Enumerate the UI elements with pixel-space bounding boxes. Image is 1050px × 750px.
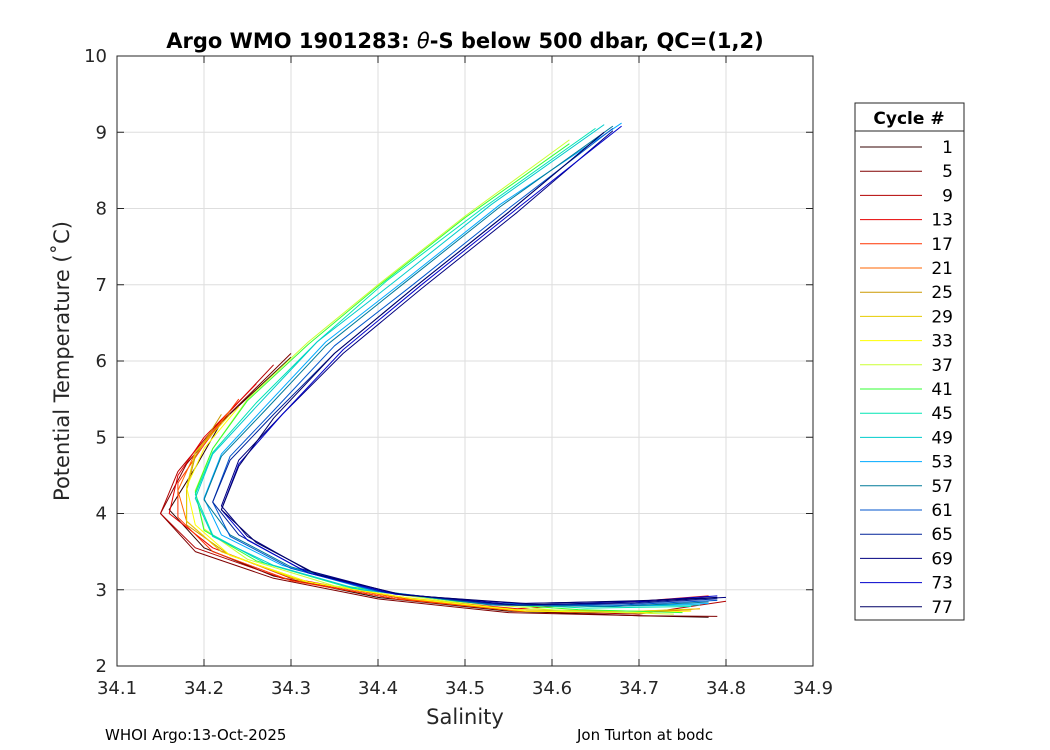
x-tick-label: 34.4	[358, 678, 398, 699]
axis-ticks: 34.1 34.2 34.3 34.4 34.5 34.6 34.7 34.8 34.9 2 3 4 5…	[84, 46, 833, 699]
legend-label: 53	[931, 453, 953, 473]
x-tick-label: 34.1	[97, 678, 137, 699]
series-line-cycle-77	[220, 131, 718, 604]
y-tick-label: 6	[96, 351, 107, 372]
legend-label: 57	[931, 477, 953, 497]
footer-credit: Jon Turton at bodc	[577, 726, 714, 744]
legend-label: 73	[931, 574, 953, 594]
legend-label: 61	[931, 501, 953, 521]
x-tick-label: 34.2	[184, 678, 224, 699]
legend-label: 17	[931, 235, 953, 255]
series-line-cycle-57	[203, 125, 709, 607]
x-tick-label: 34.6	[532, 678, 572, 699]
legend-title: Cycle #	[873, 109, 944, 129]
legend-label: 25	[931, 283, 953, 303]
legend-label: 33	[931, 332, 953, 352]
series-layer	[160, 122, 727, 618]
chart-title: Argo WMO 1901283: θ-S below 500 dbar, QC…	[166, 29, 763, 53]
x-tick-label: 34.8	[706, 678, 746, 699]
legend-label: 77	[931, 598, 953, 618]
legend-label: 9	[942, 186, 953, 206]
series-line-cycle-1	[168, 356, 709, 618]
legend: Cycle # 1 5 9 13 17 21 25 29 33 37 41 45 49 53 57 61 65 6…	[854, 102, 965, 621]
legend-label: 41	[931, 380, 953, 400]
y-axis-label: Potential Temperature (˚C)	[50, 221, 74, 501]
x-axis-label: Salinity	[426, 705, 504, 729]
legend-label: 45	[931, 404, 953, 424]
legend-label: 13	[931, 211, 953, 231]
legend-label: 1	[942, 138, 953, 158]
x-tick-label: 34.5	[445, 678, 485, 699]
x-tick-label: 34.9	[793, 678, 833, 699]
x-tick-label: 34.3	[271, 678, 311, 699]
y-tick-label: 5	[96, 427, 107, 448]
legend-label: 69	[931, 549, 953, 569]
x-tick-label: 34.7	[619, 678, 659, 699]
y-tick-label: 2	[96, 656, 107, 677]
series-line-cycle-37	[194, 139, 674, 615]
y-tick-label: 7	[96, 275, 107, 296]
footer-source: WHOI Argo:13-Oct-2025	[105, 726, 287, 744]
legend-label: 5	[942, 162, 953, 182]
legend-label: 65	[931, 525, 953, 545]
legend-label: 21	[931, 259, 953, 279]
legend-label: 29	[931, 307, 953, 327]
y-tick-label: 9	[96, 122, 107, 143]
y-tick-label: 10	[84, 46, 107, 67]
y-tick-label: 4	[96, 504, 107, 525]
series-line-cycle-69	[220, 130, 727, 606]
legend-label: 37	[931, 356, 953, 376]
y-tick-label: 8	[96, 199, 107, 220]
legend-label: 49	[931, 428, 953, 448]
y-tick-label: 3	[96, 580, 107, 601]
legend-items: 1 5 9 13 17 21 25 29 33 37 41 45 49 53 57 61 65 69 73 77	[860, 138, 953, 618]
